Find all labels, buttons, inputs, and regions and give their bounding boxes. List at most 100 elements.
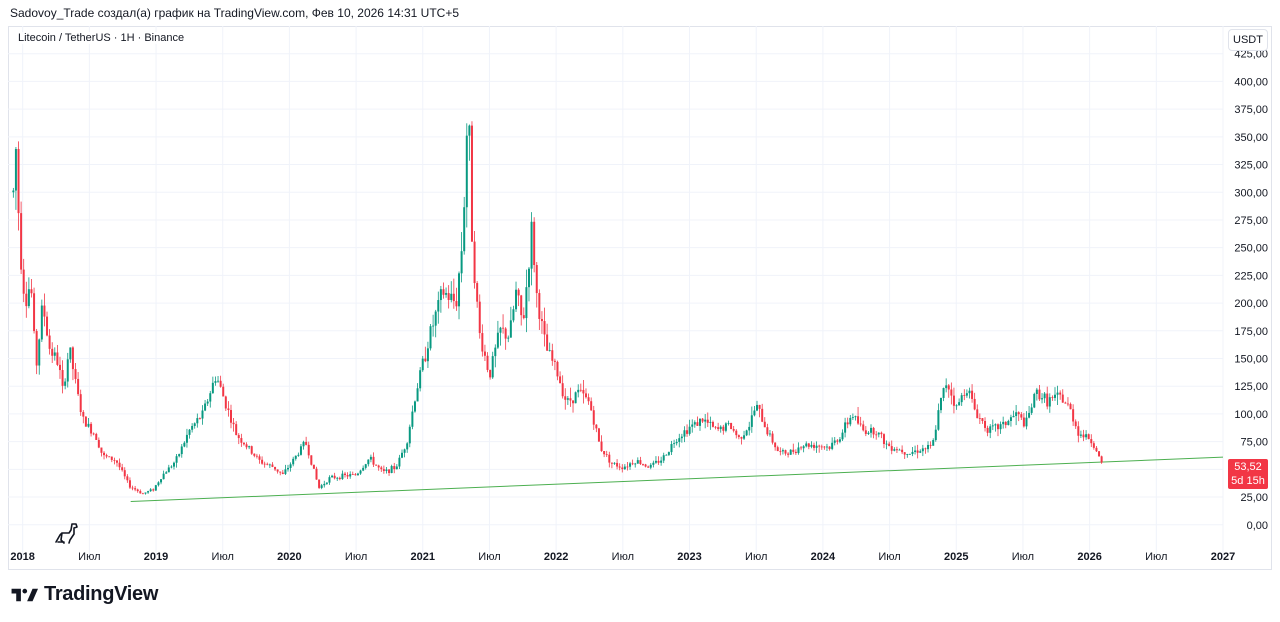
candle: [128, 477, 131, 489]
candle: [862, 420, 865, 432]
candle: [548, 342, 551, 352]
candle-body: [128, 480, 131, 488]
tradingview-brand[interactable]: TradingView: [10, 583, 158, 606]
candle-body: [704, 419, 707, 422]
candle-body: [1022, 417, 1025, 427]
candle-body: [496, 332, 499, 348]
candle: [224, 395, 227, 412]
candle: [540, 311, 543, 334]
candle: [996, 423, 999, 437]
candle: [512, 305, 515, 323]
candle-body: [574, 392, 577, 404]
candle-body: [299, 446, 302, 455]
candle-body: [178, 454, 181, 457]
candle: [284, 464, 287, 475]
symbol-title[interactable]: Litecoin / TetherUS · 1H · Binance: [16, 32, 187, 44]
candle-body: [551, 350, 554, 361]
candle-body: [318, 479, 321, 488]
candle: [753, 405, 756, 417]
candle: [595, 424, 598, 433]
candle-body: [356, 473, 359, 476]
price-chart[interactable]: 0,0025,0050,0075,00100,00125,00150,00175…: [8, 26, 1272, 570]
currency-button[interactable]: USDT: [1228, 29, 1268, 51]
candle-body: [994, 424, 997, 426]
candle-body: [341, 473, 344, 480]
candle-body: [458, 273, 461, 307]
candle: [880, 431, 883, 439]
candle: [779, 447, 782, 456]
candle: [618, 463, 621, 471]
candle-body: [416, 388, 419, 402]
candle: [356, 472, 359, 476]
candle: [481, 324, 484, 357]
candle: [551, 343, 554, 366]
candle-body: [193, 423, 196, 426]
candle-body: [323, 483, 326, 486]
candle-body: [525, 287, 528, 319]
y-tick-label: 125,00: [1234, 381, 1268, 393]
candle-body: [219, 380, 222, 387]
candle: [1020, 411, 1023, 421]
candle: [12, 187, 15, 198]
candle-body: [559, 376, 562, 384]
candle: [660, 456, 663, 466]
x-tick-label: Июл: [878, 551, 900, 563]
candle-body: [727, 422, 730, 424]
candle: [1033, 392, 1036, 409]
candle-body: [141, 493, 144, 495]
candle: [48, 329, 51, 355]
candle: [665, 454, 668, 456]
candle-body: [196, 418, 199, 424]
candle: [483, 344, 486, 362]
candle-body: [825, 446, 828, 448]
candle: [255, 453, 258, 459]
candle-body: [882, 434, 885, 445]
brand-name: TradingView: [44, 583, 159, 605]
candle: [1100, 455, 1103, 464]
candle: [465, 123, 468, 228]
candle-body: [499, 327, 502, 333]
candle: [1048, 393, 1051, 413]
candle: [1066, 397, 1069, 407]
candle-body: [862, 424, 865, 431]
candle-body: [548, 350, 551, 352]
candle: [1022, 413, 1025, 428]
candle-body: [447, 293, 450, 300]
candle: [963, 389, 966, 401]
candle: [520, 294, 523, 326]
candle: [986, 425, 989, 437]
candle-body: [515, 289, 518, 310]
candle: [426, 341, 429, 368]
candle-body: [569, 398, 572, 401]
candle-body: [69, 347, 72, 360]
dino-icon[interactable]: [52, 518, 80, 546]
candle: [693, 420, 696, 428]
candle: [452, 278, 455, 309]
candle: [377, 464, 380, 471]
candle-body: [455, 301, 458, 307]
candle-body: [553, 360, 556, 362]
candle: [590, 397, 593, 412]
candle-body: [657, 460, 660, 463]
candle-body: [950, 389, 953, 396]
candle: [849, 415, 852, 427]
candle: [763, 417, 766, 428]
candle-body: [263, 463, 266, 465]
candle: [927, 441, 930, 453]
candle-body: [136, 489, 139, 492]
x-tick-label: 2018: [10, 551, 34, 563]
candle-body: [346, 475, 349, 477]
candle: [825, 443, 828, 451]
tradingview-logo-icon: [11, 588, 38, 601]
candle-body: [527, 268, 530, 288]
candle: [95, 432, 98, 440]
candle-body: [100, 447, 103, 453]
x-tick-label: 2023: [677, 551, 701, 563]
candle: [393, 462, 396, 474]
candle: [310, 455, 313, 466]
candle: [792, 443, 795, 455]
candle: [369, 454, 372, 463]
candle-body: [942, 388, 945, 398]
candle: [183, 441, 186, 448]
candle-body: [1028, 412, 1031, 418]
